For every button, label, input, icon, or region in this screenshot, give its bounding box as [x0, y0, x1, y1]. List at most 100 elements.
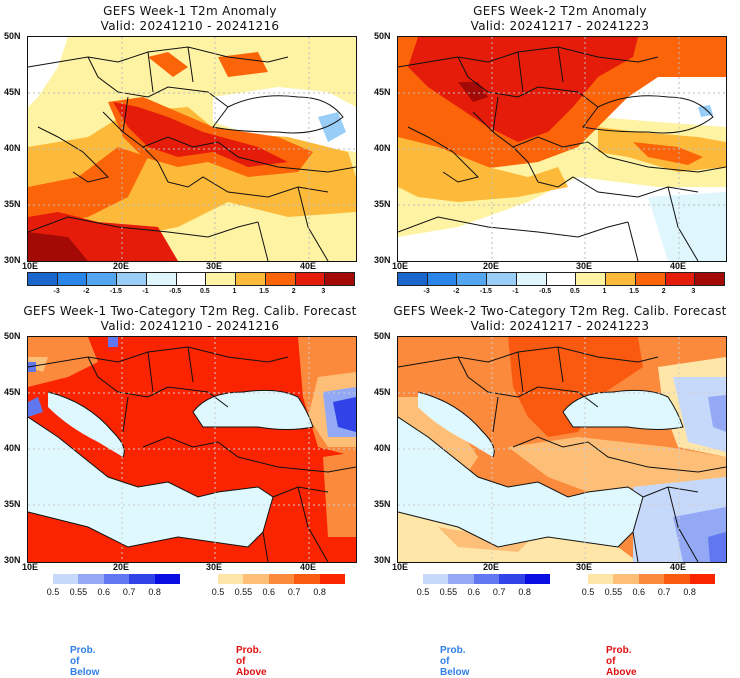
- prob-below-colorbar: [423, 574, 551, 584]
- colorbar-swatch: [218, 574, 244, 584]
- colorbar-tick-label: -2: [453, 288, 460, 295]
- lat-label: 35N: [374, 499, 391, 509]
- prob-above-colorbar: [588, 574, 716, 584]
- colorbar-swatch: [427, 273, 458, 285]
- colorbar-tick-label: 2: [661, 288, 666, 295]
- colorbar-swatch: [117, 273, 147, 285]
- lon-label: 20E: [113, 562, 130, 572]
- colorbar-tick-label: -1.5: [479, 288, 492, 295]
- colorbar-swatch: [457, 273, 488, 285]
- prob-colorbar-label: 0.55: [69, 587, 88, 597]
- colorbar-swatch: [635, 273, 666, 285]
- colorbar-swatch: [78, 574, 104, 584]
- anomaly-map-week2: [397, 36, 727, 262]
- colorbar-swatch: [423, 574, 449, 584]
- colorbar-swatch: [294, 574, 320, 584]
- lat-label: 50N: [4, 331, 21, 341]
- lon-label: 20E: [483, 261, 500, 271]
- lat-label: 40N: [374, 443, 391, 453]
- lat-label: 35N: [374, 199, 391, 209]
- lat-label: 30N: [4, 255, 21, 265]
- probability-map-week2: [397, 336, 727, 563]
- colorbar-tick-label: 1: [602, 288, 607, 295]
- prob-colorbar-label: 0.7: [657, 587, 671, 597]
- lat-label: 30N: [4, 555, 21, 565]
- colorbar-swatch: [665, 273, 696, 285]
- prob-colorbar-label: 0.6: [467, 587, 481, 597]
- prob-colorbar-label: 0.8: [518, 587, 531, 597]
- colorbar-swatch: [398, 273, 428, 285]
- colorbar-tick-label: 1: [232, 288, 237, 295]
- lat-label: 45N: [4, 387, 21, 397]
- lat-label: 45N: [374, 87, 391, 97]
- colorbar-swatch: [473, 574, 500, 584]
- colorbar-tick-label: -1.5: [109, 288, 122, 295]
- colorbar-tick-label: 0.5: [569, 288, 580, 295]
- lat-label: 35N: [4, 199, 21, 209]
- lat-label: 50N: [4, 31, 21, 41]
- colorbar-tick-label: -0.5: [539, 288, 552, 295]
- lat-label: 50N: [374, 331, 391, 341]
- colorbar-tick-label: -3: [423, 288, 430, 295]
- prob-colorbar-label: 0.5: [211, 587, 225, 597]
- colorbar-swatch: [487, 273, 517, 285]
- lon-label: 30E: [576, 562, 593, 572]
- panel-title: GEFS Week-1 T2m Anomaly: [103, 4, 277, 18]
- lon-label: 40E: [670, 562, 687, 572]
- lon-label: 10E: [22, 261, 39, 271]
- colorbar-swatch: [206, 273, 237, 285]
- colorbar-swatch: [695, 273, 725, 285]
- colorbar-swatch: [638, 574, 665, 584]
- anomaly-colorbar: [27, 272, 355, 286]
- colorbar-swatch: [265, 273, 296, 285]
- colorbar-swatch: [176, 273, 207, 285]
- colorbar-tick-label: 1.5: [259, 288, 269, 295]
- colorbar-swatch: [448, 574, 474, 584]
- colorbar-swatch: [103, 574, 130, 584]
- lat-label: 30N: [374, 255, 391, 265]
- lat-label: 35N: [4, 499, 21, 509]
- lat-label: 45N: [374, 387, 391, 397]
- panel-title: GEFS Week-1 Two-Category T2m Reg. Calib.…: [23, 304, 357, 318]
- colorbar-swatch: [546, 273, 577, 285]
- colorbar-tick-label: -0.5: [169, 288, 182, 295]
- colorbar-swatch: [576, 273, 607, 285]
- lon-label: 40E: [670, 261, 687, 271]
- panel-valid-dates: Valid: 20241217 - 20241223: [470, 19, 650, 33]
- prob-colorbar-label: 0.5: [581, 587, 595, 597]
- prob-colorbar-label: 0.6: [97, 587, 111, 597]
- panel-title: GEFS Week-2 Two-Category T2m Reg. Calib.…: [393, 304, 727, 318]
- panel-valid-dates: Valid: 20241210 - 20241216: [100, 319, 280, 333]
- colorbar-swatch: [129, 574, 155, 584]
- anomaly-map-week1: [27, 36, 357, 262]
- lat-label: 40N: [374, 143, 391, 153]
- lon-label: 30E: [576, 261, 593, 271]
- prob-colorbar-label: 0.6: [632, 587, 646, 597]
- panel-valid-dates: Valid: 20241217 - 20241223: [470, 319, 650, 333]
- anomaly-colorbar: [397, 272, 725, 286]
- colorbar-swatch: [243, 574, 269, 584]
- prob-colorbar-label: 0.7: [287, 587, 301, 597]
- prob-colorbar-label: 0.5: [416, 587, 430, 597]
- colorbar-tick-label: 3: [691, 288, 696, 295]
- colorbar-swatch: [53, 574, 79, 584]
- prob-colorbar-label: 0.8: [148, 587, 161, 597]
- colorbar-tick-label: -3: [53, 288, 60, 295]
- prob-colorbar-label: 0.8: [683, 587, 696, 597]
- lon-label: 10E: [392, 261, 409, 271]
- lat-label: 30N: [374, 555, 391, 565]
- lon-label: 20E: [483, 562, 500, 572]
- colorbar-swatch: [28, 273, 58, 285]
- prob-colorbar-label: 0.55: [604, 587, 623, 597]
- lat-label: 45N: [4, 87, 21, 97]
- colorbar-swatch: [236, 273, 266, 285]
- colorbar-swatch: [516, 273, 547, 285]
- colorbar-swatch: [613, 574, 639, 584]
- colorbar-swatch: [606, 273, 636, 285]
- colorbar-swatch: [268, 574, 295, 584]
- probability-map-week1: [27, 336, 357, 563]
- colorbar-swatch: [664, 574, 690, 584]
- colorbar-swatch: [87, 273, 118, 285]
- colorbar-tick-label: 2: [291, 288, 296, 295]
- colorbar-tick-label: -1: [512, 288, 519, 295]
